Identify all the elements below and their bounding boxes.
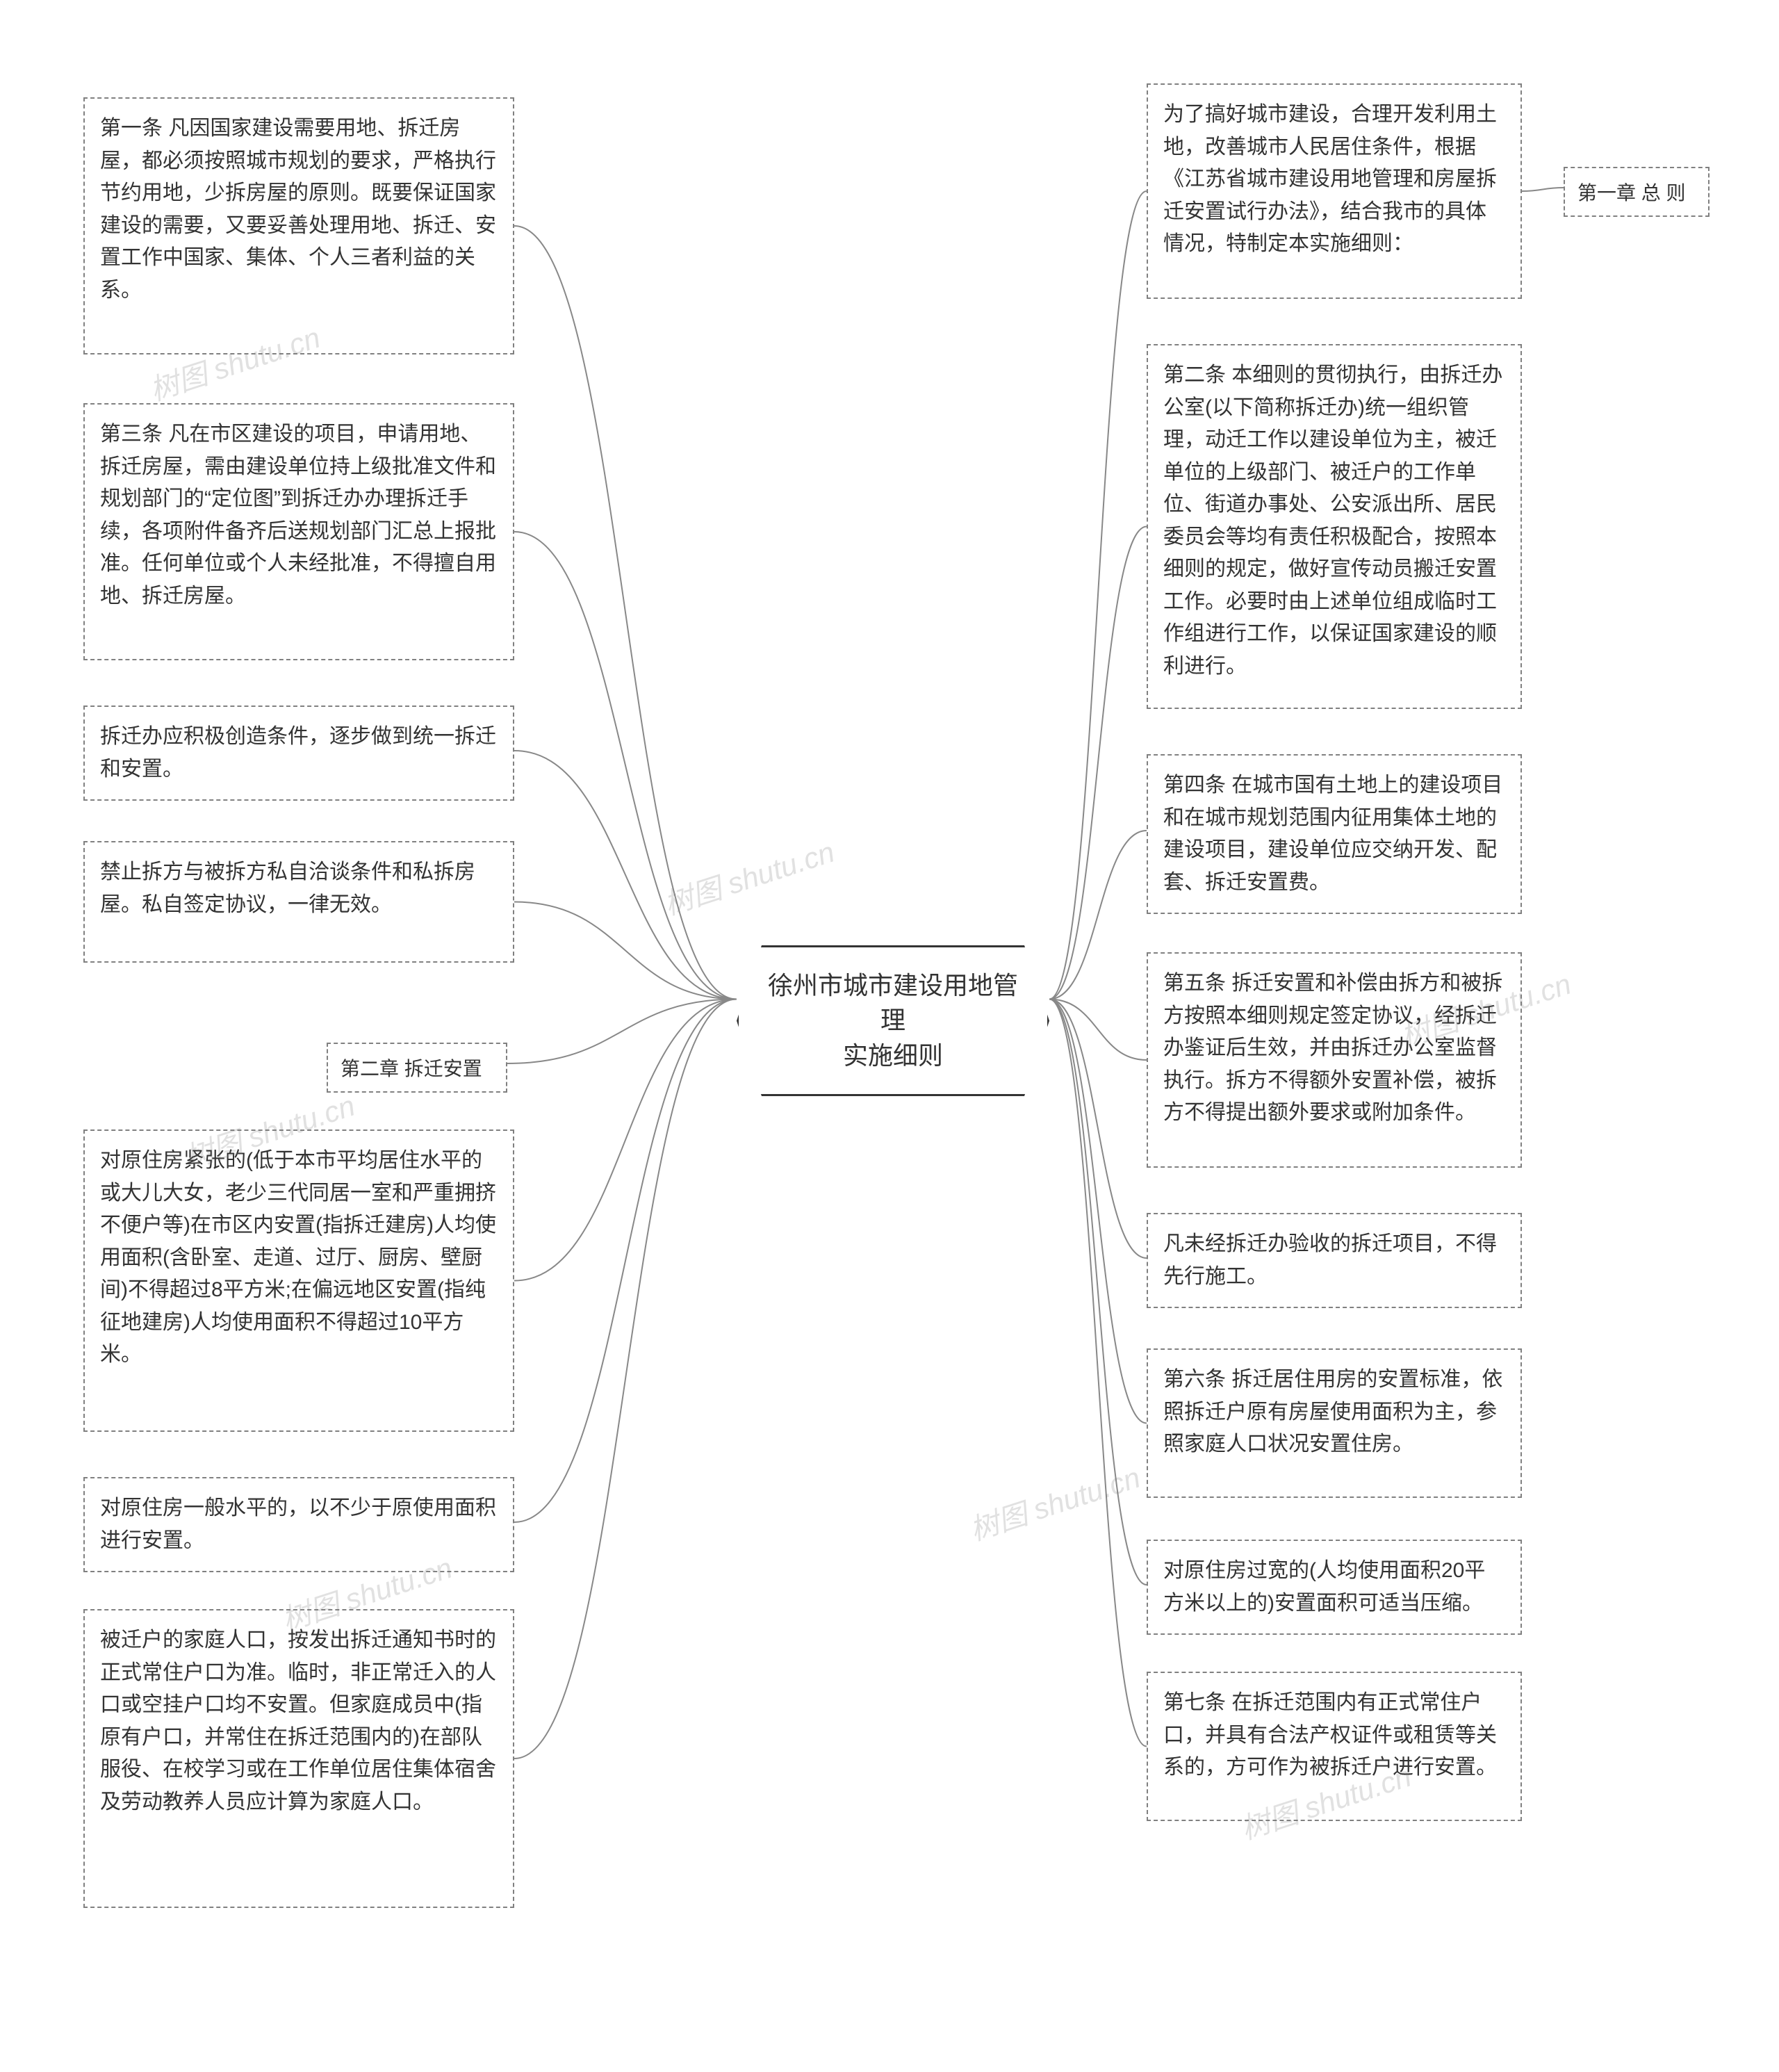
left-node-6: 对原住房一般水平的，以不少于原使用面积进行安置。 (83, 1477, 514, 1572)
chapter-1-tag: 第一章 总 则 (1564, 167, 1710, 217)
right-node-1: 为了搞好城市建设，合理开发利用土地，改善城市人民居住条件，根据《江苏省城市建设用… (1147, 83, 1522, 299)
left-node-2: 第三条 凡在市区建设的项目，申请用地、拆迁房屋，需由建设单位持上级批准文件和规划… (83, 403, 514, 660)
right-node-8: 第七条 在拆迁范围内有正式常住户口，并具有合法产权证件或租赁等关系的，方可作为被… (1147, 1672, 1522, 1821)
watermark: 树图 shutu.cn (658, 829, 839, 924)
left-node-5: 对原住房紧张的(低于本市平均居住水平的或大儿大女，老少三代同居一室和严重拥挤不便… (83, 1129, 514, 1432)
root-title: 徐州市城市建设用地管理实施细则 (768, 971, 1018, 1070)
right-node-7: 对原住房过宽的(人均使用面积20平方米以上的)安置面积可适当压缩。 (1147, 1540, 1522, 1635)
right-node-6: 第六条 拆迁居住用房的安置标准，依照拆迁户原有房屋使用面积为主，参照家庭人口状况… (1147, 1348, 1522, 1498)
left-node-7: 被迁户的家庭人口，按发出拆迁通知书时的正式常住户口为准。临时，非正常迁入的人口或… (83, 1609, 514, 1908)
right-node-4: 第五条 拆迁安置和补偿由拆方和被拆方按照本细则规定签定协议，经拆迁办鉴证后生效，… (1147, 952, 1522, 1168)
left-node-3: 拆迁办应积极创造条件，逐步做到统一拆迁和安置。 (83, 705, 514, 801)
left-node-4: 禁止拆方与被拆方私自洽谈条件和私拆房屋。私自签定协议，一律无效。 (83, 841, 514, 963)
right-node-2: 第二条 本细则的贯彻执行，由拆迁办公室(以下简称拆迁办)统一组织管理，动迁工作以… (1147, 344, 1522, 709)
left-node-1: 第一条 凡因国家建设需要用地、拆迁房屋，都必须按照城市规划的要求，严格执行节约用… (83, 97, 514, 354)
mindmap-root: 徐州市城市建设用地管理实施细则 (737, 945, 1049, 1096)
watermark: 树图 shutu.cn (964, 1454, 1145, 1549)
chapter-2-tag: 第二章 拆迁安置 (327, 1043, 507, 1093)
right-node-5: 凡未经拆迁办验收的拆迁项目，不得先行施工。 (1147, 1213, 1522, 1308)
right-node-3: 第四条 在城市国有土地上的建设项目和在城市规划范围内征用集体土地的建设项目，建设… (1147, 754, 1522, 914)
